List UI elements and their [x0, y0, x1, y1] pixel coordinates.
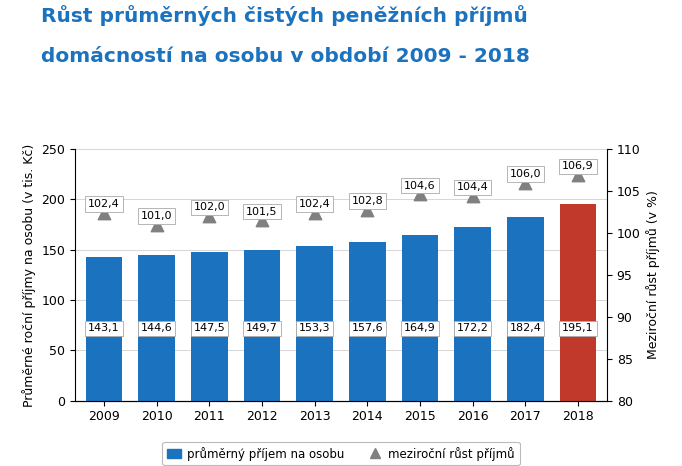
Text: 149,7: 149,7: [246, 323, 278, 333]
Point: [256, 217, 267, 224]
Bar: [138, 255, 175, 401]
Text: 102,8: 102,8: [351, 196, 383, 206]
Text: 182,4: 182,4: [509, 323, 542, 333]
Text: 153,3: 153,3: [299, 323, 330, 333]
Text: 164,9: 164,9: [404, 323, 436, 333]
Bar: [349, 242, 386, 401]
Point: [520, 179, 531, 186]
Legend: průměrný příjem na osobu, meziroční růst příjmů: průměrný příjem na osobu, meziroční růst…: [162, 442, 520, 466]
Text: 101,5: 101,5: [246, 206, 278, 217]
Text: 106,0: 106,0: [509, 169, 541, 179]
Y-axis label: Průměrné roční příjmy na osobu (v tis. Kč): Průměrné roční příjmy na osobu (v tis. K…: [22, 144, 36, 406]
Text: 144,6: 144,6: [140, 323, 173, 333]
Text: 102,4: 102,4: [88, 199, 120, 209]
Point: [204, 212, 215, 220]
Point: [467, 192, 478, 200]
Bar: [402, 235, 439, 401]
Text: 195,1: 195,1: [562, 323, 594, 333]
Text: 104,6: 104,6: [404, 181, 436, 191]
Text: 102,4: 102,4: [299, 199, 331, 209]
Text: 104,4: 104,4: [457, 182, 488, 192]
Bar: [296, 247, 333, 401]
Text: 106,9: 106,9: [562, 161, 594, 171]
Text: 102,0: 102,0: [194, 202, 225, 212]
Text: 157,6: 157,6: [351, 323, 383, 333]
Text: 143,1: 143,1: [88, 323, 120, 333]
Point: [151, 221, 162, 228]
Bar: [559, 205, 597, 401]
Bar: [85, 257, 123, 401]
Text: 147,5: 147,5: [194, 323, 225, 333]
Bar: [243, 250, 280, 401]
Y-axis label: Meziroční růst příjmů (v %): Meziroční růst příjmů (v %): [646, 191, 660, 359]
Text: domácností na osobu v období 2009 - 2018: domácností na osobu v období 2009 - 2018: [41, 47, 530, 66]
Bar: [507, 217, 544, 401]
Text: Růst průměrných čistých peněžních příjmů: Růst průměrných čistých peněžních příjmů: [41, 5, 528, 26]
Point: [309, 209, 320, 217]
Point: [415, 191, 426, 198]
Point: [98, 209, 109, 217]
Text: 172,2: 172,2: [457, 323, 488, 333]
Text: 101,0: 101,0: [141, 211, 173, 221]
Point: [573, 171, 584, 179]
Bar: [454, 227, 491, 401]
Bar: [191, 252, 228, 401]
Point: [362, 206, 373, 213]
